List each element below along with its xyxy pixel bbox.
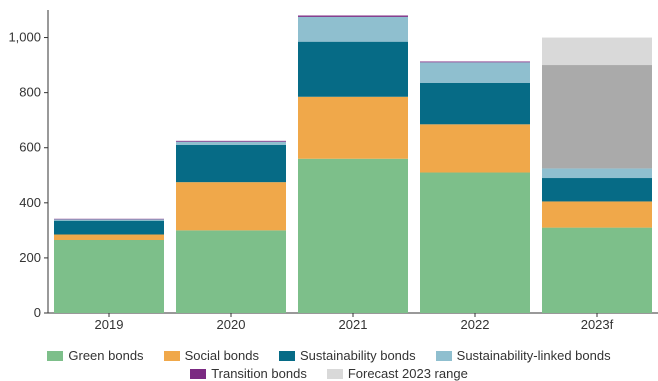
bar-segment-2021-sustainability-bonds — [298, 41, 408, 97]
bar-segment-2019-transition-bonds — [54, 218, 164, 220]
bar-segment-2021-social-bonds — [298, 96, 408, 159]
legend-item-sustainability-bonds: Sustainability bonds — [279, 348, 416, 363]
bar-segment-2019-sustainability-bonds — [54, 220, 164, 235]
bar-segment-2023f-social-bonds — [542, 201, 652, 228]
legend-item-transition-bonds: Transition bonds — [190, 366, 307, 381]
legend-swatch-sustainability-bonds — [279, 350, 296, 361]
x-tick-label-2021: 2021 — [339, 317, 368, 332]
bar-segment-2022-green-bonds — [420, 172, 530, 313]
bar-segment-2020-social-bonds — [176, 182, 286, 231]
bar-segment-2022-sustainability-bonds — [420, 82, 530, 125]
bar-segment-2020-transition-bonds — [176, 140, 286, 142]
x-tick-label-2022: 2022 — [461, 317, 490, 332]
y-tick-label: 200 — [19, 250, 41, 265]
legend-item-green-bonds: Green bonds — [47, 348, 144, 363]
bar-segment-2019-social-bonds — [54, 234, 164, 241]
legend-label-green-bonds: Green bonds — [68, 348, 144, 363]
bar-segment-2020-sustainability-bonds — [176, 144, 286, 183]
bar-segment-2023f-sustainability-bonds — [542, 178, 652, 202]
legend-label-sustainability-bonds: Sustainability bonds — [300, 348, 416, 363]
legend-item-sustainability-linked-bonds: Sustainability-linked bonds — [435, 348, 611, 363]
legend-label-transition-bonds: Transition bonds — [211, 366, 307, 381]
y-tick-label: 600 — [19, 140, 41, 155]
legend-label-social-bonds: Social bonds — [184, 348, 260, 363]
bar-segment-2019-green-bonds — [54, 240, 164, 313]
bar-segment-2021-transition-bonds — [298, 15, 408, 17]
x-tick-label-2023f: 2023f — [581, 317, 614, 332]
x-tick-label-2019: 2019 — [95, 317, 124, 332]
legend-label-sustainability-linked-bonds: Sustainability-linked bonds — [456, 348, 611, 363]
legend-item-social-bonds: Social bonds — [163, 348, 260, 363]
y-tick-label: 1,000 — [8, 30, 41, 45]
forecast-inner-band-2023f — [542, 65, 652, 169]
legend-swatch-social-bonds — [163, 350, 180, 361]
x-tick-label-2020: 2020 — [217, 317, 246, 332]
legend-swatch-sustainability-linked-bonds — [435, 350, 452, 361]
bar-segment-2023f-green-bonds — [542, 227, 652, 313]
bar-segment-2020-green-bonds — [176, 230, 286, 313]
bar-segment-2022-transition-bonds — [420, 61, 530, 63]
legend-swatch-forecast-2023-range — [326, 368, 343, 379]
legend-swatch-green-bonds — [47, 350, 64, 361]
bar-segment-2023f-sustainability-linked-bonds — [542, 168, 652, 179]
bar-segment-2021-green-bonds — [298, 158, 408, 313]
legend-label-forecast-2023-range: Forecast 2023 range — [347, 366, 468, 381]
legend-swatch-transition-bonds — [190, 368, 207, 379]
y-tick-label: 400 — [19, 195, 41, 210]
legend-row-2: Transition bonds Forecast 2023 range — [0, 366, 658, 381]
bar-segment-2022-sustainability-linked-bonds — [420, 62, 530, 83]
bar-segment-2021-sustainability-linked-bonds — [298, 16, 408, 42]
bar-segment-2019-sustainability-linked-bonds — [54, 219, 164, 221]
legend-item-forecast-2023-range: Forecast 2023 range — [326, 366, 468, 381]
y-tick-label: 0 — [34, 305, 41, 320]
y-tick-label: 800 — [19, 85, 41, 100]
bar-segment-2022-social-bonds — [420, 124, 530, 173]
legend-row-1: Green bonds Social bonds Sustainability … — [0, 348, 658, 363]
bar-segment-2020-sustainability-linked-bonds — [176, 141, 286, 145]
